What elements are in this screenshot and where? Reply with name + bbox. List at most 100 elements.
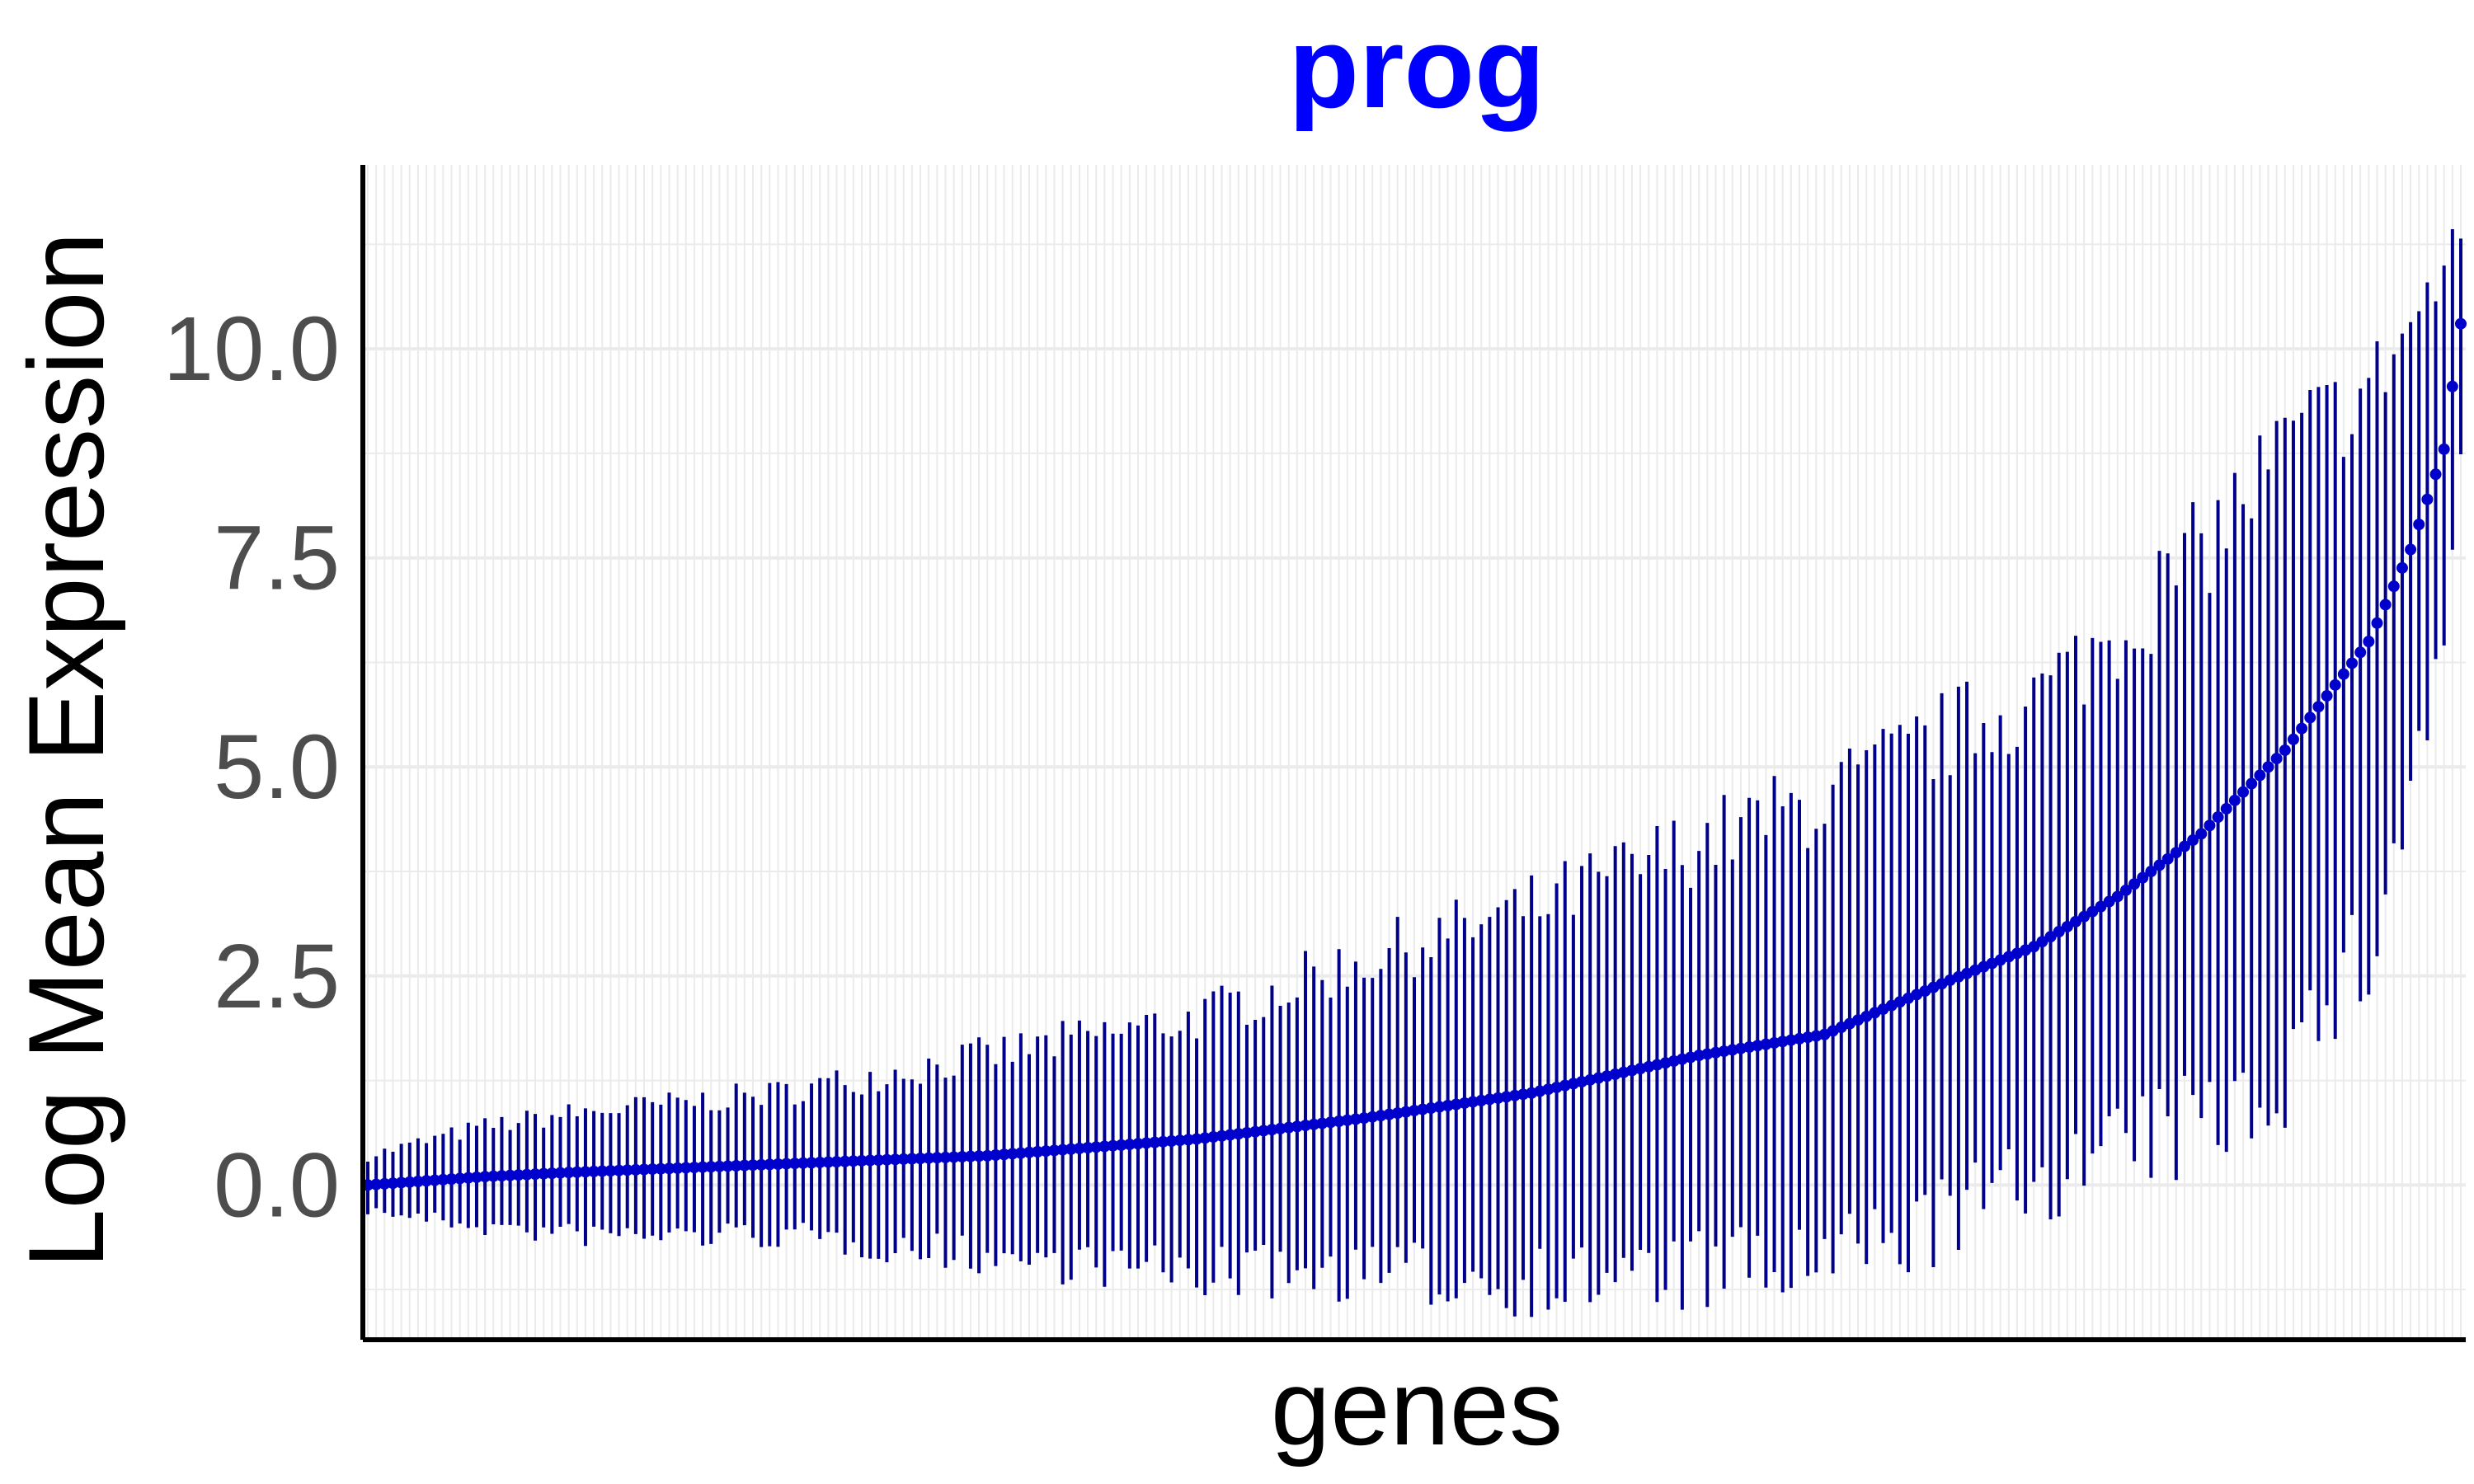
- data-point: [487, 1170, 500, 1182]
- data-point: [538, 1167, 550, 1180]
- data-point: [2212, 811, 2224, 824]
- data-point: [445, 1173, 458, 1186]
- data-point: [2262, 761, 2274, 773]
- data-point: [2329, 679, 2341, 691]
- data-point: [571, 1166, 583, 1178]
- y-tick-label: 0.0: [214, 1134, 340, 1236]
- data-point: [2421, 493, 2434, 505]
- data-point: [2321, 690, 2333, 702]
- data-point: [2187, 834, 2199, 846]
- data-point: [1023, 1146, 1036, 1158]
- data-point: [964, 1150, 976, 1162]
- data-point: [529, 1168, 542, 1181]
- data-point: [412, 1176, 424, 1188]
- data-point: [2128, 878, 2141, 890]
- data-point: [2296, 722, 2308, 735]
- data-point: [1040, 1145, 1052, 1158]
- data-point: [429, 1174, 441, 1186]
- data-point: [1065, 1143, 1077, 1155]
- data-point: [1324, 1116, 1337, 1129]
- data-point: [596, 1165, 609, 1177]
- data-point: [998, 1148, 1010, 1161]
- data-point: [864, 1154, 877, 1167]
- data-point: [1131, 1138, 1144, 1150]
- data-point: [830, 1156, 843, 1168]
- data-point: [1056, 1144, 1069, 1156]
- data-point: [395, 1176, 407, 1189]
- data-point: [822, 1156, 835, 1168]
- chart-title: prog: [1288, 2, 1545, 132]
- data-point: [479, 1171, 492, 1183]
- data-point: [2161, 852, 2174, 865]
- axis-layer: [360, 165, 2466, 1342]
- data-point: [2086, 905, 2099, 918]
- data-point: [2413, 519, 2425, 531]
- data-point: [2119, 884, 2132, 896]
- data-point: [1282, 1121, 1295, 1134]
- data-point: [1207, 1131, 1220, 1144]
- data-point: [1240, 1126, 1253, 1139]
- data-point: [2137, 871, 2149, 884]
- data-point: [613, 1164, 625, 1176]
- data-point: [379, 1177, 391, 1190]
- data-point: [897, 1153, 910, 1165]
- data-point: [1258, 1125, 1270, 1137]
- data-point: [1115, 1139, 1127, 1151]
- data-point: [1216, 1129, 1228, 1142]
- data-point: [772, 1158, 784, 1171]
- data-point: [705, 1161, 717, 1173]
- data-point: [1232, 1128, 1244, 1140]
- data-point: [1349, 1113, 1362, 1125]
- data-point: [655, 1162, 667, 1175]
- data-point: [638, 1163, 651, 1176]
- data-point: [470, 1171, 482, 1183]
- data-point: [1300, 1120, 1312, 1132]
- data-point: [2371, 617, 2383, 629]
- data-point: [1048, 1144, 1061, 1157]
- data-point: [1174, 1134, 1186, 1147]
- data-point: [562, 1167, 575, 1179]
- data-point: [956, 1151, 968, 1163]
- data-point: [370, 1178, 383, 1190]
- data-point: [454, 1172, 466, 1185]
- data-point: [2237, 786, 2250, 798]
- data-point: [1149, 1136, 1161, 1148]
- data-point: [2036, 936, 2048, 948]
- data-point: [2405, 543, 2417, 556]
- data-point: [939, 1151, 952, 1163]
- data-point: [421, 1175, 433, 1187]
- data-point: [1157, 1135, 1169, 1148]
- data-point: [1032, 1146, 1044, 1158]
- data-point: [839, 1155, 851, 1167]
- data-point: [1266, 1124, 1278, 1136]
- data-point: [905, 1153, 918, 1165]
- data-point: [872, 1154, 885, 1167]
- data-point: [2304, 711, 2316, 724]
- data-point: [1090, 1141, 1103, 1153]
- data-point: [2078, 910, 2091, 923]
- data-point: [588, 1165, 600, 1177]
- data-point: [788, 1158, 801, 1170]
- data-point: [806, 1157, 818, 1169]
- y-tick-labels: 0.0 2.5 5.0 7.5 10.0: [163, 298, 340, 1236]
- data-point: [2044, 931, 2057, 943]
- data-point: [2379, 599, 2392, 611]
- data-point: [738, 1159, 750, 1172]
- data-point: [697, 1161, 709, 1173]
- data-point: [713, 1160, 726, 1172]
- y-tick-label: 10.0: [163, 298, 340, 400]
- data-point: [2111, 890, 2124, 903]
- data-point: [387, 1177, 399, 1190]
- data-point: [1308, 1118, 1320, 1130]
- data-point: [1098, 1140, 1111, 1153]
- data-point: [1006, 1148, 1018, 1160]
- data-point: [2279, 744, 2291, 756]
- data-point: [647, 1163, 659, 1176]
- data-point: [1107, 1139, 1119, 1152]
- data-point: [2028, 941, 2040, 953]
- data-point: [1249, 1125, 1262, 1138]
- data-point: [2346, 657, 2359, 669]
- data-point: [2070, 915, 2082, 928]
- data-point: [504, 1169, 516, 1181]
